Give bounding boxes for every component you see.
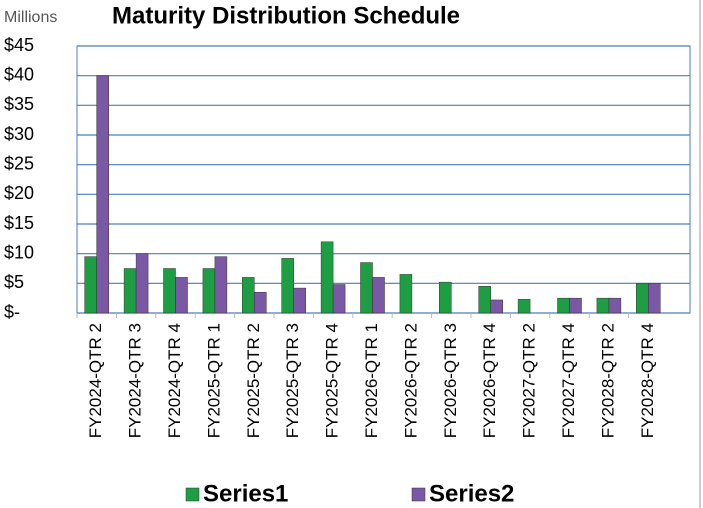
bar (608, 297, 622, 314)
x-tick-label: FY2026-QTR 3 (441, 323, 460, 438)
x-tick-label: FY2025-QTR 2 (244, 323, 263, 438)
x-tick-label: FY2024-QTR 3 (126, 323, 145, 438)
bar (175, 277, 188, 314)
y-tick-label: $10 (4, 242, 34, 262)
bar (360, 262, 373, 314)
y-tick-label: $5 (4, 272, 24, 292)
bar (214, 256, 228, 314)
bar (320, 241, 334, 314)
x-tick-label: FY2027-QTR 4 (559, 323, 578, 438)
x-tick-label: FY2026-QTR 1 (362, 323, 381, 438)
bar (372, 277, 385, 314)
y-tick-label: $45 (4, 35, 34, 55)
x-tick-label: FY2024-QTR 2 (86, 323, 105, 438)
y-tick-label: $25 (4, 153, 34, 173)
bar (399, 274, 413, 314)
y-tick-label: $30 (4, 124, 34, 144)
bar (557, 297, 570, 314)
x-tick-label: FY2025-QTR 4 (323, 323, 342, 438)
bar (163, 268, 176, 314)
y-tick-label: $20 (4, 183, 34, 203)
y-tick-label: $40 (4, 64, 34, 84)
bar (490, 299, 503, 314)
x-tick-label: FY2028-QTR 4 (638, 323, 657, 438)
y-tick-label: $35 (4, 94, 34, 114)
bar (123, 268, 137, 314)
bar (439, 281, 452, 314)
bar (135, 253, 149, 314)
x-tick-label: FY2027-QTR 2 (520, 323, 539, 438)
x-tick-label: FY2026-QTR 2 (401, 323, 420, 438)
y-tick-label: $15 (4, 213, 34, 233)
legend-swatch (185, 487, 200, 502)
chart-title: Maturity Distribution Schedule (112, 2, 460, 29)
bar (84, 256, 97, 314)
legend-label: Series1 (203, 480, 288, 507)
bar (478, 286, 491, 314)
bar (96, 75, 109, 314)
x-tick-label: FY2028-QTR 2 (598, 323, 617, 438)
bar (293, 287, 306, 314)
bar (517, 299, 531, 314)
bar (596, 297, 610, 314)
y-tick-label: $- (4, 302, 20, 322)
bar (242, 277, 255, 314)
x-tick-label: FY2025-QTR 1 (204, 323, 223, 438)
bar (569, 297, 582, 314)
legend-label: Series2 (429, 480, 514, 507)
bar (636, 283, 649, 314)
bar (648, 283, 661, 314)
legend-swatch (411, 487, 426, 502)
bar (332, 284, 346, 314)
bar (254, 291, 267, 314)
unit-label: Millions (4, 9, 57, 26)
bar (202, 268, 216, 314)
x-tick-label: FY2026-QTR 4 (480, 323, 499, 438)
x-tick-label: FY2024-QTR 4 (165, 323, 184, 438)
x-tick-label: FY2025-QTR 3 (283, 323, 302, 438)
bar (281, 258, 294, 314)
